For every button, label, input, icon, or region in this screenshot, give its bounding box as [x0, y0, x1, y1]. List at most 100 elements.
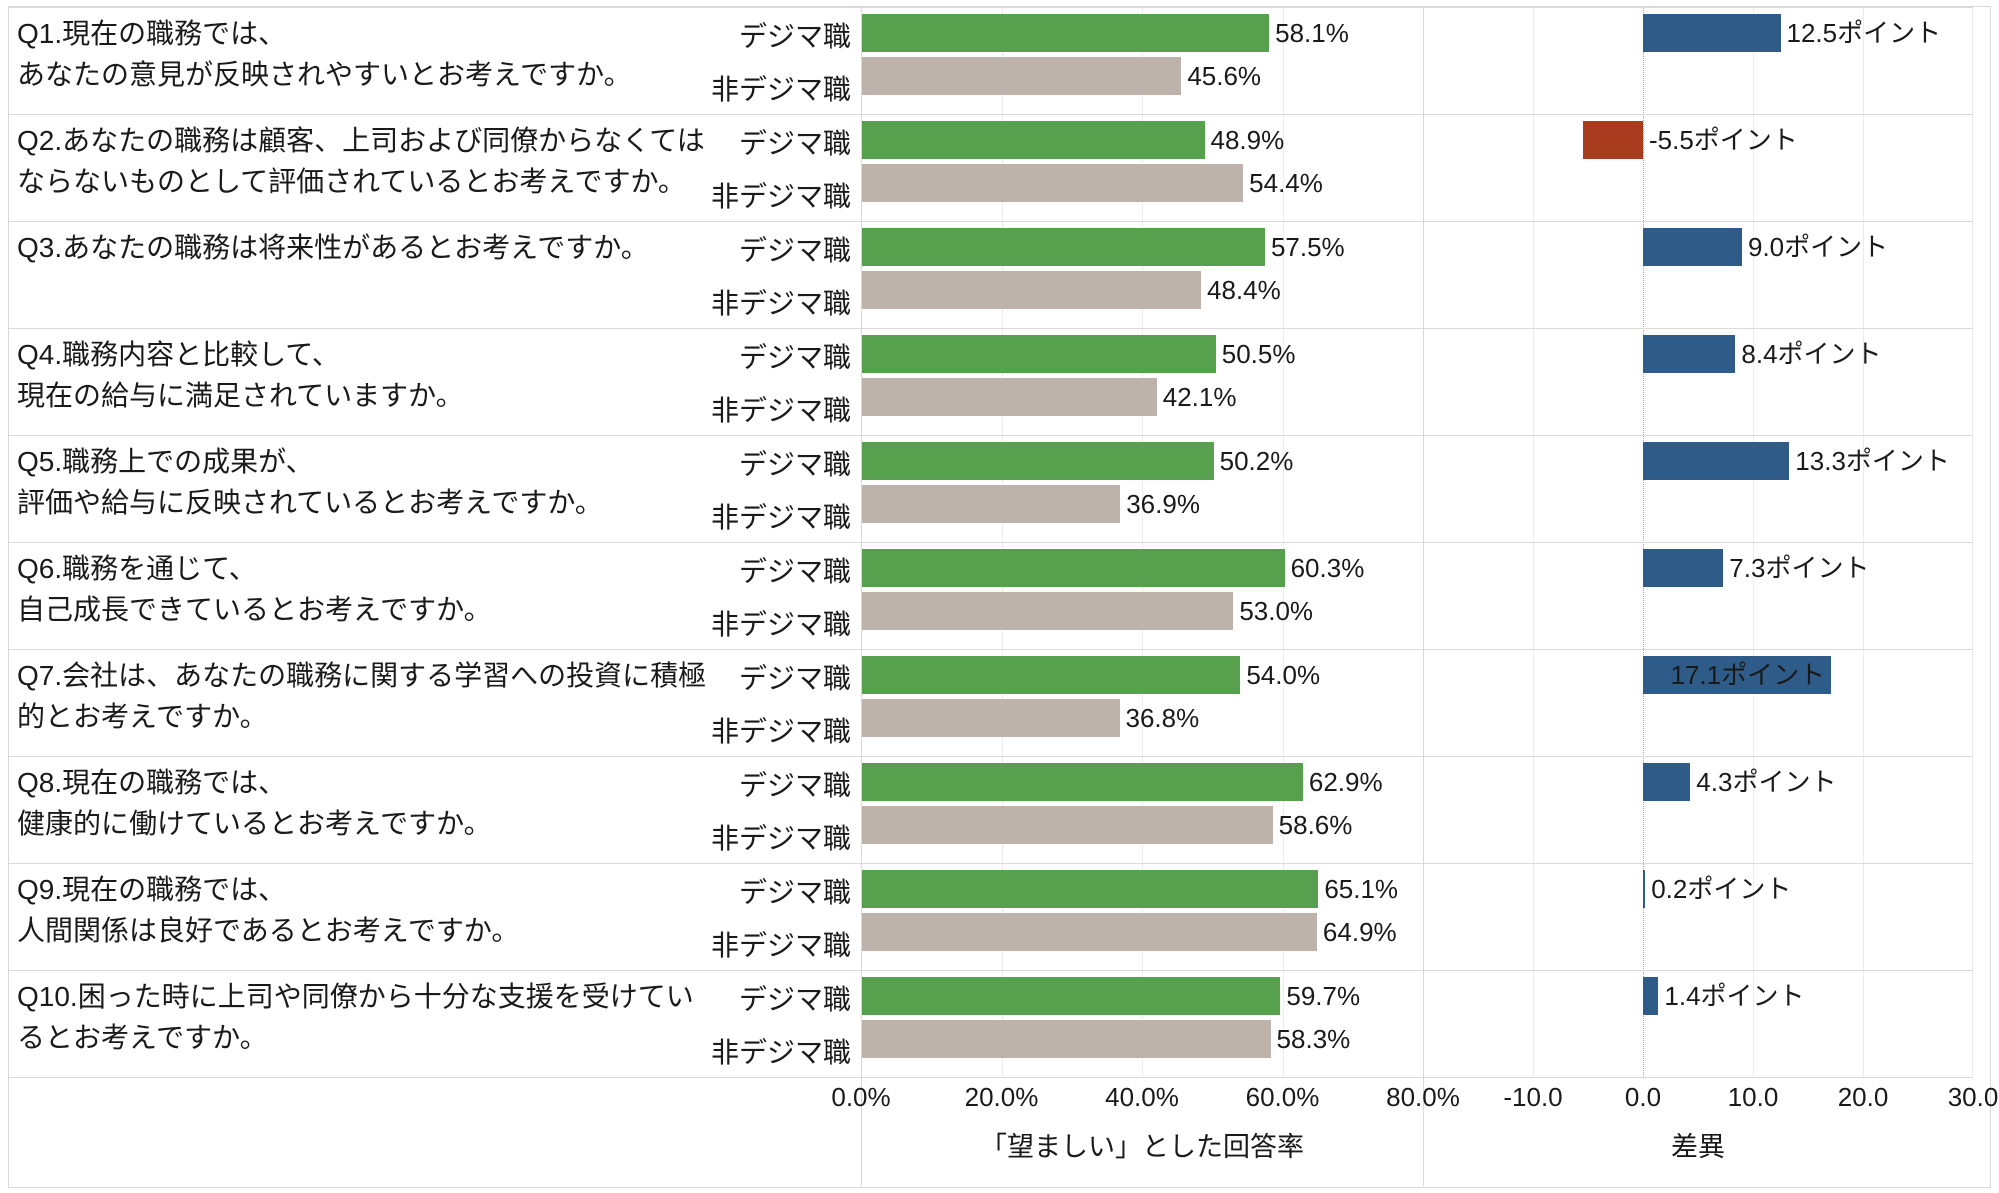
axis-tick-label: 30.0	[1947, 1082, 1999, 1112]
non-digima-value-label: 58.6%	[1278, 810, 1353, 840]
non-digima-bar	[861, 164, 1244, 202]
non-digima-value-label: 36.9%	[1126, 489, 1200, 519]
digima-value-label: 48.9%	[1210, 125, 1285, 155]
axis-tick-label: 40.0%	[1105, 1082, 1179, 1112]
series-label-non-digima: 非デジマ職	[710, 929, 851, 961]
question-row: Q5.職務上での成果が、 評価や給与に反映されているとお考えですか。 デジマ職 …	[9, 436, 1973, 543]
question-label: Q6.職務を通じて、 自己成長できているとお考えですか。	[17, 553, 492, 625]
diff-value-label: 17.1ポイント	[1670, 660, 1826, 690]
non-digima-value-label: 54.4%	[1249, 168, 1323, 198]
diff-bar	[1582, 121, 1643, 159]
diff-value-label: 9.0ポイント	[1748, 232, 1889, 262]
diff-plot: 7.3ポイント	[1423, 543, 1973, 649]
question-row: Q1.現在の職務では、 あなたの意見が反映されやすいとお考えですか。 デジマ職 …	[9, 8, 1973, 115]
digima-value-label: 59.7%	[1286, 981, 1361, 1011]
diff-bar	[1643, 442, 1790, 480]
panel-separator	[1423, 7, 1424, 1186]
digima-value-label: 50.2%	[1219, 446, 1294, 476]
axis-tick-label: 10.0	[1727, 1082, 1779, 1112]
diff-plot: 8.4ポイント	[1423, 329, 1973, 435]
percent-plot: 60.3% 53.0%	[861, 543, 1423, 649]
series-label-non-digima: 非デジマ職	[710, 394, 851, 426]
diff-bar	[1643, 656, 1832, 694]
series-labels: デジマ職 非デジマ職	[710, 864, 861, 970]
digima-bar	[861, 14, 1270, 52]
axis-tick-label: 20.0	[1837, 1082, 1889, 1112]
rows: Q1.現在の職務では、 あなたの意見が反映されやすいとお考えですか。 デジマ職 …	[9, 7, 1973, 1078]
diff-plot: 17.1ポイント	[1423, 650, 1973, 756]
percent-axis-title: 「望ましい」とした回答率	[980, 1132, 1304, 1162]
non-digima-value-label: 48.4%	[1207, 275, 1281, 305]
series-label-digima: デジマ職	[738, 448, 851, 480]
digima-value-label: 50.5%	[1221, 339, 1296, 369]
percent-plot: 62.9% 58.6%	[861, 757, 1423, 863]
digima-bar	[861, 870, 1319, 908]
series-label-digima: デジマ職	[738, 555, 851, 587]
digima-value-label: 65.1%	[1324, 874, 1399, 904]
diff-plot: 9.0ポイント	[1423, 222, 1973, 328]
diff-value-label: 13.3ポイント	[1795, 446, 1950, 476]
non-digima-bar	[861, 913, 1317, 951]
question-label: Q5.職務上での成果が、 評価や給与に反映されているとお考えですか。	[17, 446, 603, 518]
non-digima-bar	[861, 699, 1120, 737]
diff-plot: 12.5ポイント	[1423, 8, 1973, 114]
non-digima-bar	[861, 271, 1201, 309]
diff-value-label: 4.3ポイント	[1696, 767, 1837, 797]
diff-bar	[1643, 335, 1736, 373]
non-digima-bar	[861, 592, 1234, 630]
diff-plot: -5.5ポイント	[1423, 115, 1973, 221]
question-label: Q7.会社は、あなたの職務に関する学習への投資に積極的とお考えですか。	[17, 660, 707, 732]
axis-tick-label: 0.0	[1624, 1082, 1662, 1112]
diff-value-label: -5.5ポイント	[1649, 125, 1798, 155]
diff-bar	[1643, 228, 1742, 266]
series-label-non-digima: 非デジマ職	[710, 180, 851, 212]
series-label-digima: デジマ職	[738, 876, 851, 908]
series-label-non-digima: 非デジマ職	[710, 822, 851, 854]
series-label-non-digima: 非デジマ職	[710, 1036, 851, 1068]
series-labels: デジマ職 非デジマ職	[710, 329, 861, 435]
series-label-non-digima: 非デジマ職	[710, 608, 851, 640]
percent-plot: 59.7% 58.3%	[861, 971, 1423, 1077]
digima-bar	[861, 549, 1285, 587]
diff-value-label: 7.3ポイント	[1729, 553, 1870, 583]
non-digima-value-label: 64.9%	[1322, 917, 1397, 947]
digima-bar	[861, 228, 1265, 266]
percent-plot: 50.5% 42.1%	[861, 329, 1423, 435]
axis-tick-label: 20.0%	[964, 1082, 1039, 1112]
percent-plot: 57.5% 48.4%	[861, 222, 1423, 328]
series-label-non-digima: 非デジマ職	[710, 501, 851, 533]
diff-value-label: 8.4ポイント	[1741, 339, 1882, 369]
diff-value-label: 0.2ポイント	[1651, 874, 1792, 904]
non-digima-bar	[861, 378, 1157, 416]
percent-plot: 54.0% 36.8%	[861, 650, 1423, 756]
non-digima-value-label: 53.0%	[1239, 596, 1314, 626]
non-digima-bar	[861, 57, 1182, 95]
digima-value-label: 58.1%	[1275, 18, 1349, 48]
series-labels: デジマ職 非デジマ職	[710, 757, 861, 863]
percent-plot: 50.2% 36.9%	[861, 436, 1423, 542]
question-label: Q2.あなたの職務は顧客、上司および同僚からなくてはならないものとして評価されて…	[17, 125, 705, 197]
series-label-digima: デジマ職	[738, 341, 851, 373]
series-label-digima: デジマ職	[738, 20, 851, 52]
digima-bar	[861, 442, 1214, 480]
digima-bar	[861, 335, 1216, 373]
digima-bar	[861, 977, 1281, 1015]
question-row: Q8.現在の職務では、 健康的に働けているとお考えですか。 デジマ職 非デジマ職…	[9, 757, 1973, 864]
diff-bar	[1643, 14, 1781, 52]
non-digima-value-label: 36.8%	[1125, 703, 1200, 733]
diff-axis-title: 差異	[1671, 1132, 1725, 1162]
non-digima-value-label: 45.6%	[1187, 61, 1262, 91]
non-digima-bar	[861, 806, 1273, 844]
question-label: Q8.現在の職務では、 健康的に働けているとお考えですか。	[17, 767, 492, 839]
digima-bar	[861, 656, 1241, 694]
percent-plot: 48.9% 54.4%	[861, 115, 1423, 221]
diff-value-label: 1.4ポイント	[1664, 981, 1805, 1011]
question-row: Q2.あなたの職務は顧客、上司および同僚からなくてはならないものとして評価されて…	[9, 115, 1973, 222]
series-labels: デジマ職 非デジマ職	[710, 115, 861, 221]
percent-axis-line	[861, 7, 862, 1186]
question-label: Q10.困った時に上司や同僚から十分な支援を受けているとお考えですか。	[17, 981, 694, 1053]
digima-bar	[861, 763, 1303, 801]
axis-tick-label: -10.0	[1503, 1082, 1563, 1112]
percent-plot: 65.1% 64.9%	[861, 864, 1423, 970]
